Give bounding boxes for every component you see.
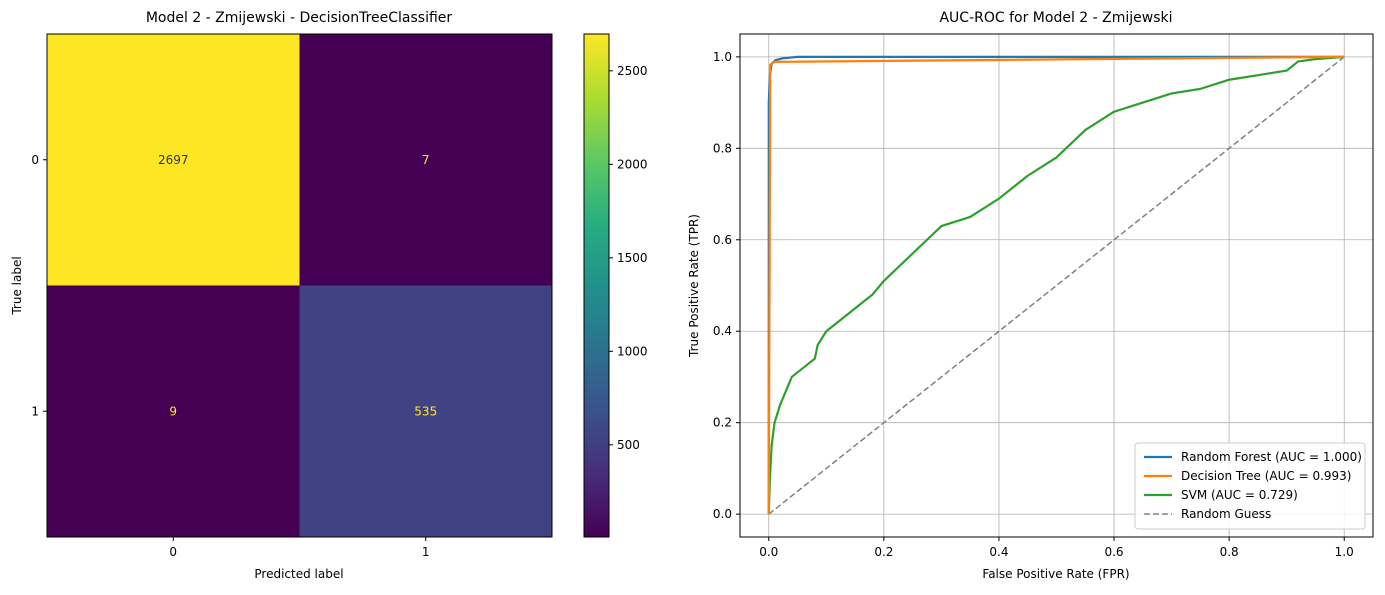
roc-legend-label: Random Guess: [1181, 507, 1271, 521]
roc-series-line-1: [767, 55, 1345, 515]
colorbar-tick-label: 2000: [617, 157, 648, 171]
cm-ytick-label: 1: [31, 404, 39, 418]
roc-xlabel: False Positive Rate (FPR): [982, 567, 1129, 581]
roc-panel: AUC-ROC for Model 2 - Zmijewski 0.0 0.2 0.…: [687, 10, 1374, 581]
roc-legend-box: [1134, 442, 1366, 530]
cm-xtick-label: 0: [169, 545, 177, 559]
colorbar-tick-label: 500: [617, 438, 640, 452]
cm-xlabel: Predicted label: [254, 567, 343, 581]
roc-ytick-label: 0.8: [713, 141, 732, 155]
cm-cell-0-1: [299, 34, 552, 286]
cm-cell-0-0: [47, 34, 300, 286]
cm-ylabel: True label: [10, 256, 24, 315]
roc-frame: [739, 33, 1374, 538]
roc-xtick-label: 0.8: [1220, 545, 1239, 559]
roc-legend-label: Random Forest (AUC = 1.000): [1181, 450, 1362, 464]
roc-title: AUC-ROC for Model 2 - Zmijewski: [939, 10, 1172, 26]
roc-ytick-label: 0.2: [713, 416, 732, 430]
cm-frame: [46, 33, 553, 538]
colorbar-tick-label: 2500: [617, 64, 648, 78]
roc-ytick-label: 1.0: [713, 50, 732, 64]
cm-cell-value-0-1: 7: [422, 153, 430, 167]
cm-cell-value-0-0: 2697: [158, 153, 189, 167]
cm-cell-value-1-0: 9: [169, 404, 177, 418]
cm-cell-value-1-1: 535: [414, 404, 437, 418]
roc-ytick-label: 0.0: [713, 507, 732, 521]
cm-cell-1-1: [299, 285, 552, 537]
roc-xtick-label: 0.2: [874, 545, 893, 559]
roc-xtick-label: 0.0: [759, 545, 778, 559]
roc-series-line-3: [768, 56, 1345, 515]
colorbar-tick-label: 1500: [617, 251, 648, 265]
colorbar-ticks: 500 1000 1500 2000 2500: [609, 64, 648, 452]
roc-ticks: 0.0 0.2 0.4 0.6 0.8 1.0 0.0 0.2 0.4 0.6 0.8 1.0: [713, 50, 1354, 559]
roc-xtick-label: 1.0: [1335, 545, 1354, 559]
roc-legend-label: SVM (AUC = 0.729): [1181, 488, 1298, 502]
colorbar-tick-label: 1000: [617, 344, 648, 358]
roc-ylabel: True Positive Rate (TPR): [687, 214, 701, 358]
cm-ytick-label: 0: [31, 153, 39, 167]
roc-series-line-2: [767, 55, 1345, 515]
cm-cells: 2697 7 9 535: [47, 34, 552, 537]
roc-ytick-label: 0.4: [713, 324, 732, 338]
cm-title: Model 2 - Zmijewski - DecisionTreeClassi…: [146, 10, 453, 26]
roc-lines: [767, 55, 1345, 515]
roc-legend: Random Forest (AUC = 1.000) Decision Tree…: [1134, 442, 1366, 530]
roc-legend-label: Decision Tree (AUC = 0.993): [1181, 469, 1352, 483]
roc-xtick-label: 0.4: [989, 545, 1008, 559]
colorbar-gradient: [583, 33, 610, 538]
cm-xtick-label: 1: [422, 545, 430, 559]
confusion-matrix-panel: Model 2 - Zmijewski - DecisionTreeClassi…: [10, 10, 553, 581]
roc-ytick-label: 0.6: [713, 233, 732, 247]
cm-cell-1-0: [47, 285, 300, 537]
colorbar: 500 1000 1500 2000 2500: [583, 33, 648, 538]
cm-ticks: 0 1 0 1: [31, 153, 429, 559]
roc-xtick-label: 0.6: [1104, 545, 1123, 559]
